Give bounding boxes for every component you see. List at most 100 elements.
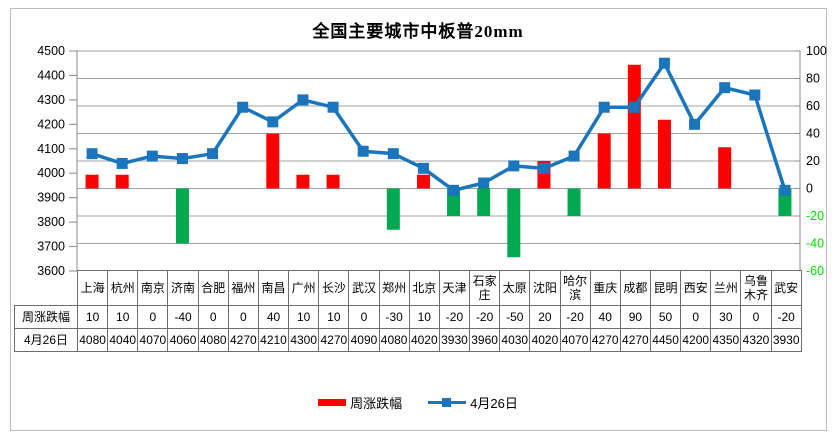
table-cell: 4450 xyxy=(649,328,682,352)
table-cell: 0 xyxy=(348,305,380,329)
line-marker xyxy=(237,101,249,113)
table-cell: 4090 xyxy=(348,328,380,352)
city-header-cell: 哈尔滨 xyxy=(559,270,591,306)
line-marker xyxy=(658,57,670,69)
legend-label-line-series: 4月26日 xyxy=(470,395,518,411)
city-header-cell: 昆明 xyxy=(649,270,682,306)
table-cell: 4200 xyxy=(680,328,712,352)
table-row: 4月26日 4080 4040 4070 4060 4080 4270 4210 4300 427… xyxy=(14,328,802,352)
table-cell: 4080 xyxy=(197,328,229,352)
right-axis-label: 20 xyxy=(806,154,820,168)
legend-label-bar-series: 周涨跌幅 xyxy=(350,395,403,411)
line-swatch-marker xyxy=(442,397,452,407)
table-cell: 0 xyxy=(227,305,259,329)
line-marker xyxy=(628,101,640,113)
table-body: 上海 杭州 南京 济南 合肥 福州 南昌 广州 长沙 武汉 郑州 北京 天津 石家庄 太原 沈阳 哈尔滨 重庆 成都… xyxy=(14,270,802,352)
right-axis-label: -40 xyxy=(806,237,824,251)
table-cell: 4270 xyxy=(227,328,259,352)
bar-series-swatch-icon xyxy=(318,398,347,406)
table-cell: 10 xyxy=(107,305,139,329)
right-axis-label: 60 xyxy=(806,99,820,113)
table-row: 周涨跌幅 10 10 0 -40 0 0 40 10 10 0 -30 10 -20 -20 -50 20 -20… xyxy=(14,305,802,329)
bar-positive xyxy=(115,174,129,189)
left-axis-label: 4500 xyxy=(37,44,65,58)
table-cell: 50 xyxy=(649,305,682,329)
table-cell: 4030 xyxy=(499,328,531,352)
table-cell: 4020 xyxy=(408,328,440,352)
city-header-cell: 长沙 xyxy=(318,270,350,306)
line-marker xyxy=(749,89,761,101)
data-table: 上海 杭州 南京 济南 合肥 福州 南昌 广州 长沙 武汉 郑州 北京 天津 石家庄 太原 沈阳 哈尔滨 重庆 成都… xyxy=(14,270,802,352)
line-marker xyxy=(568,150,580,162)
bar-negative xyxy=(386,188,400,230)
table-cell: 0 xyxy=(740,305,772,329)
table-cell: 4070 xyxy=(137,328,169,352)
city-header-cell: 西安 xyxy=(680,270,712,306)
table-cell: 4210 xyxy=(257,328,290,352)
city-header-cell: 南京 xyxy=(137,270,169,306)
table-cell: 90 xyxy=(619,305,651,329)
table-cell: 4060 xyxy=(167,328,199,352)
table-cell: 3930 xyxy=(770,328,802,352)
table-cell: 10 xyxy=(408,305,440,329)
bar-positive xyxy=(85,174,99,189)
city-header-cell: 合肥 xyxy=(197,270,229,306)
right-axis-label: 100 xyxy=(806,44,827,58)
table-cell: 30 xyxy=(710,305,742,329)
table-cell: 4270 xyxy=(619,328,651,352)
left-axis-label: 3600 xyxy=(37,264,65,278)
city-header-cell: 武汉 xyxy=(348,270,380,306)
line-marker xyxy=(357,145,369,157)
right-axis-label: 0 xyxy=(806,182,813,196)
bar-positive xyxy=(266,133,280,189)
left-axis-label: 3800 xyxy=(37,215,65,229)
bar-positive xyxy=(718,147,732,189)
table-cell: -20 xyxy=(469,305,501,329)
legend-item-bar-series: 周涨跌幅 xyxy=(318,393,402,412)
city-header-cell: 石家庄 xyxy=(469,270,501,306)
city-header-cell: 天津 xyxy=(438,270,471,306)
table-cell: 4020 xyxy=(529,328,561,352)
right-axis-label: -60 xyxy=(806,264,824,278)
table-cell: 3960 xyxy=(469,328,501,352)
price-line xyxy=(91,61,787,193)
bar-positive xyxy=(326,174,340,189)
table-cell: 10 xyxy=(76,305,109,329)
line-marker xyxy=(387,148,399,160)
right-axis-label: -20 xyxy=(806,209,824,223)
table-cell: -50 xyxy=(499,305,531,329)
table-cell: 20 xyxy=(529,305,561,329)
city-header-cell: 北京 xyxy=(408,270,440,306)
table-cell: 4300 xyxy=(288,328,320,352)
city-header-cell: 武安 xyxy=(770,270,802,306)
table-cell: 0 xyxy=(680,305,712,329)
line-marker xyxy=(719,82,731,94)
table-cell: 0 xyxy=(197,305,229,329)
right-axis-label: 80 xyxy=(806,72,820,86)
table-cell: 4350 xyxy=(710,328,742,352)
left-axis-label: 4200 xyxy=(37,117,65,131)
city-header-cell: 郑州 xyxy=(378,270,410,306)
table-cell: 10 xyxy=(318,305,350,329)
table-cell: 0 xyxy=(137,305,169,329)
left-axis-label: 4400 xyxy=(37,68,65,82)
table-cell: 3930 xyxy=(438,328,471,352)
city-header-cell: 广州 xyxy=(288,270,320,306)
chart-title: 全国主要城市中板普20mm xyxy=(312,22,524,41)
table-cell: 4080 xyxy=(378,328,410,352)
line-marker xyxy=(417,162,429,174)
right-axis-label: 40 xyxy=(806,127,820,141)
left-axis-label: 4000 xyxy=(37,166,65,180)
legend: 周涨跌幅 4月26日 xyxy=(0,392,836,412)
line-marker xyxy=(508,160,520,172)
city-header-cell: 杭州 xyxy=(107,270,139,306)
bar-positive xyxy=(657,119,671,189)
table-cell: -40 xyxy=(167,305,199,329)
line-marker xyxy=(598,101,610,113)
city-header-row: 上海 杭州 南京 济南 合肥 福州 南昌 广州 长沙 武汉 郑州 北京 天津 石家庄 太原 沈阳 哈尔滨 重庆 成都… xyxy=(15,270,802,306)
city-header-cell: 太原 xyxy=(499,270,531,306)
table-cell: 4320 xyxy=(740,328,772,352)
table-row-header: 4月26日 xyxy=(14,328,78,352)
